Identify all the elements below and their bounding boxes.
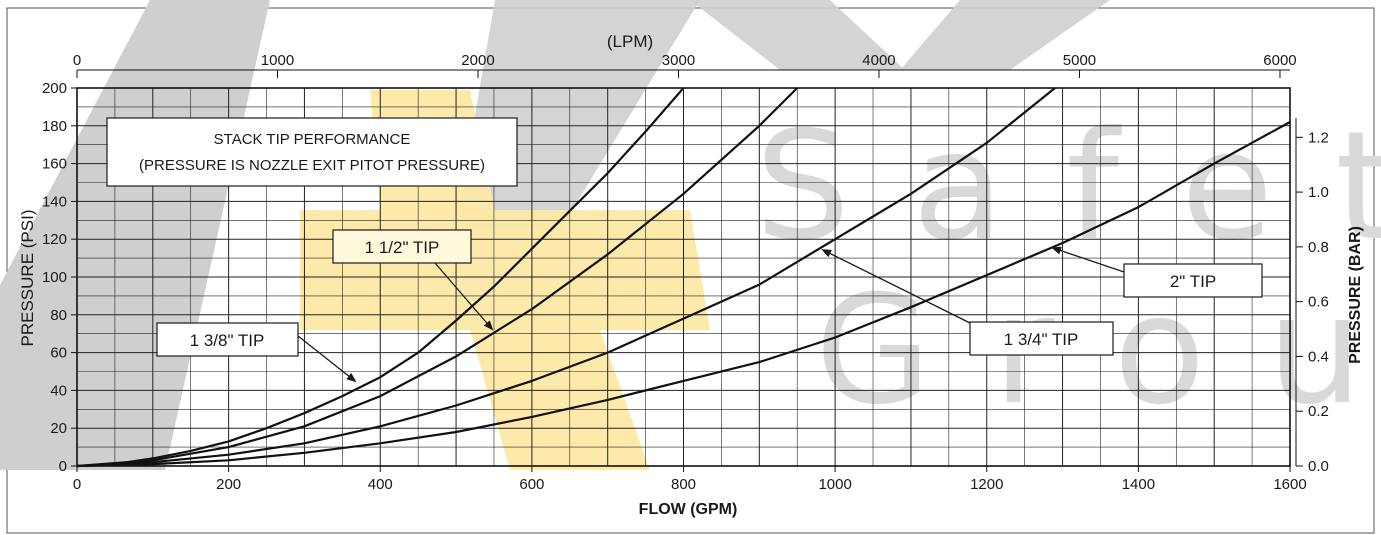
top-tick-label: 0 xyxy=(73,52,81,69)
x-tick-label: 400 xyxy=(368,476,393,493)
x-tick-label: 1000 xyxy=(818,476,851,493)
right-tick-label: 0.6 xyxy=(1308,294,1329,311)
y-axis-title: PRESSURE (PSI) xyxy=(18,210,37,347)
y-tick-label: 80 xyxy=(50,307,67,324)
y-tick-label: 120 xyxy=(42,231,67,248)
label-1-3-4-tip: 1 3/4" TIP xyxy=(1004,330,1079,349)
arrow-2-tip xyxy=(1051,246,1125,273)
y-tick-label: 40 xyxy=(50,382,67,399)
title-box-frame xyxy=(106,117,518,187)
y-tick-label: 160 xyxy=(42,156,67,173)
arrow-1-3-8-tip xyxy=(297,335,357,383)
label-1-3-8-tip: 1 3/8" TIP xyxy=(190,331,265,350)
y-tick-label: 100 xyxy=(42,269,67,286)
series-line-4 xyxy=(76,121,1291,468)
series-line-2 xyxy=(76,87,798,468)
label-box-1-1-2 xyxy=(332,229,472,264)
label-1-1-2-tip: 1 1/2" TIP xyxy=(365,238,440,257)
watermark-grey-right-stroke-b xyxy=(900,0,1110,70)
series-lines xyxy=(76,87,1291,468)
label-2-tip: 2" TIP xyxy=(1170,272,1216,291)
y-tick-label: 60 xyxy=(50,345,67,362)
label-box-1-3-4 xyxy=(969,321,1114,356)
chart-title-box: STACK TIP PERFORMANCE (PRESSURE IS NOZZL… xyxy=(106,117,518,187)
arrow-1-1-2-tip xyxy=(434,262,494,331)
x-tick-label: 800 xyxy=(671,476,696,493)
y-tick-label: 180 xyxy=(42,118,67,135)
axes: 0 200 400 600 800 1000 1200 1400 160002040608010… xyxy=(42,52,1329,493)
watermark-grey-right-stroke-a xyxy=(690,0,905,70)
right-tick-label: 1.0 xyxy=(1308,184,1329,201)
annotation-labels: 1 1/2" TIP 1 3/8" TIP 1 3/4" TIP 2" TIP xyxy=(156,229,1263,383)
series-line-1 xyxy=(76,87,685,468)
x-tick-label: 1200 xyxy=(970,476,1003,493)
x-tick-label: 600 xyxy=(519,476,544,493)
x-tick-label: 200 xyxy=(216,476,241,493)
top-tick-label: 6000 xyxy=(1263,52,1296,69)
label-box-1-3-8 xyxy=(156,322,299,357)
right-tick-label: 1.2 xyxy=(1308,129,1329,146)
chart-title-line1: STACK TIP PERFORMANCE xyxy=(214,131,411,148)
top-tick-label: 5000 xyxy=(1063,52,1096,69)
x-tick-label: 1400 xyxy=(1122,476,1155,493)
right-axis-title: PRESSURE (BAR) xyxy=(1347,226,1364,364)
x-tick-label: 1600 xyxy=(1273,476,1306,493)
x-axis-title: FLOW (GPM) xyxy=(639,501,738,518)
right-tick-label: 0.0 xyxy=(1308,458,1329,475)
y-tick-label: 20 xyxy=(50,420,67,437)
arrow-1-3-4-tip xyxy=(821,249,971,324)
right-tick-label: 0.2 xyxy=(1308,403,1329,420)
chart-title-line2: (PRESSURE IS NOZZLE EXIT PITOT PRESSURE) xyxy=(139,157,485,174)
top-tick-label: 4000 xyxy=(862,52,895,69)
x-tick-label: 0 xyxy=(73,476,81,493)
top-tick-label: 1000 xyxy=(261,52,294,69)
right-tick-label: 0.8 xyxy=(1308,239,1329,256)
y-tick-label: 0 xyxy=(59,458,67,475)
series-line-3 xyxy=(76,87,1056,468)
right-tick-label: 0.4 xyxy=(1308,348,1329,365)
y-tick-label: 200 xyxy=(42,80,67,97)
top-tick-label: 2000 xyxy=(461,52,494,69)
label-box-2 xyxy=(1123,263,1263,298)
top-tick-label: 3000 xyxy=(662,52,695,69)
y-tick-label: 140 xyxy=(42,193,67,210)
top-axis-title: (LPM) xyxy=(607,32,653,51)
